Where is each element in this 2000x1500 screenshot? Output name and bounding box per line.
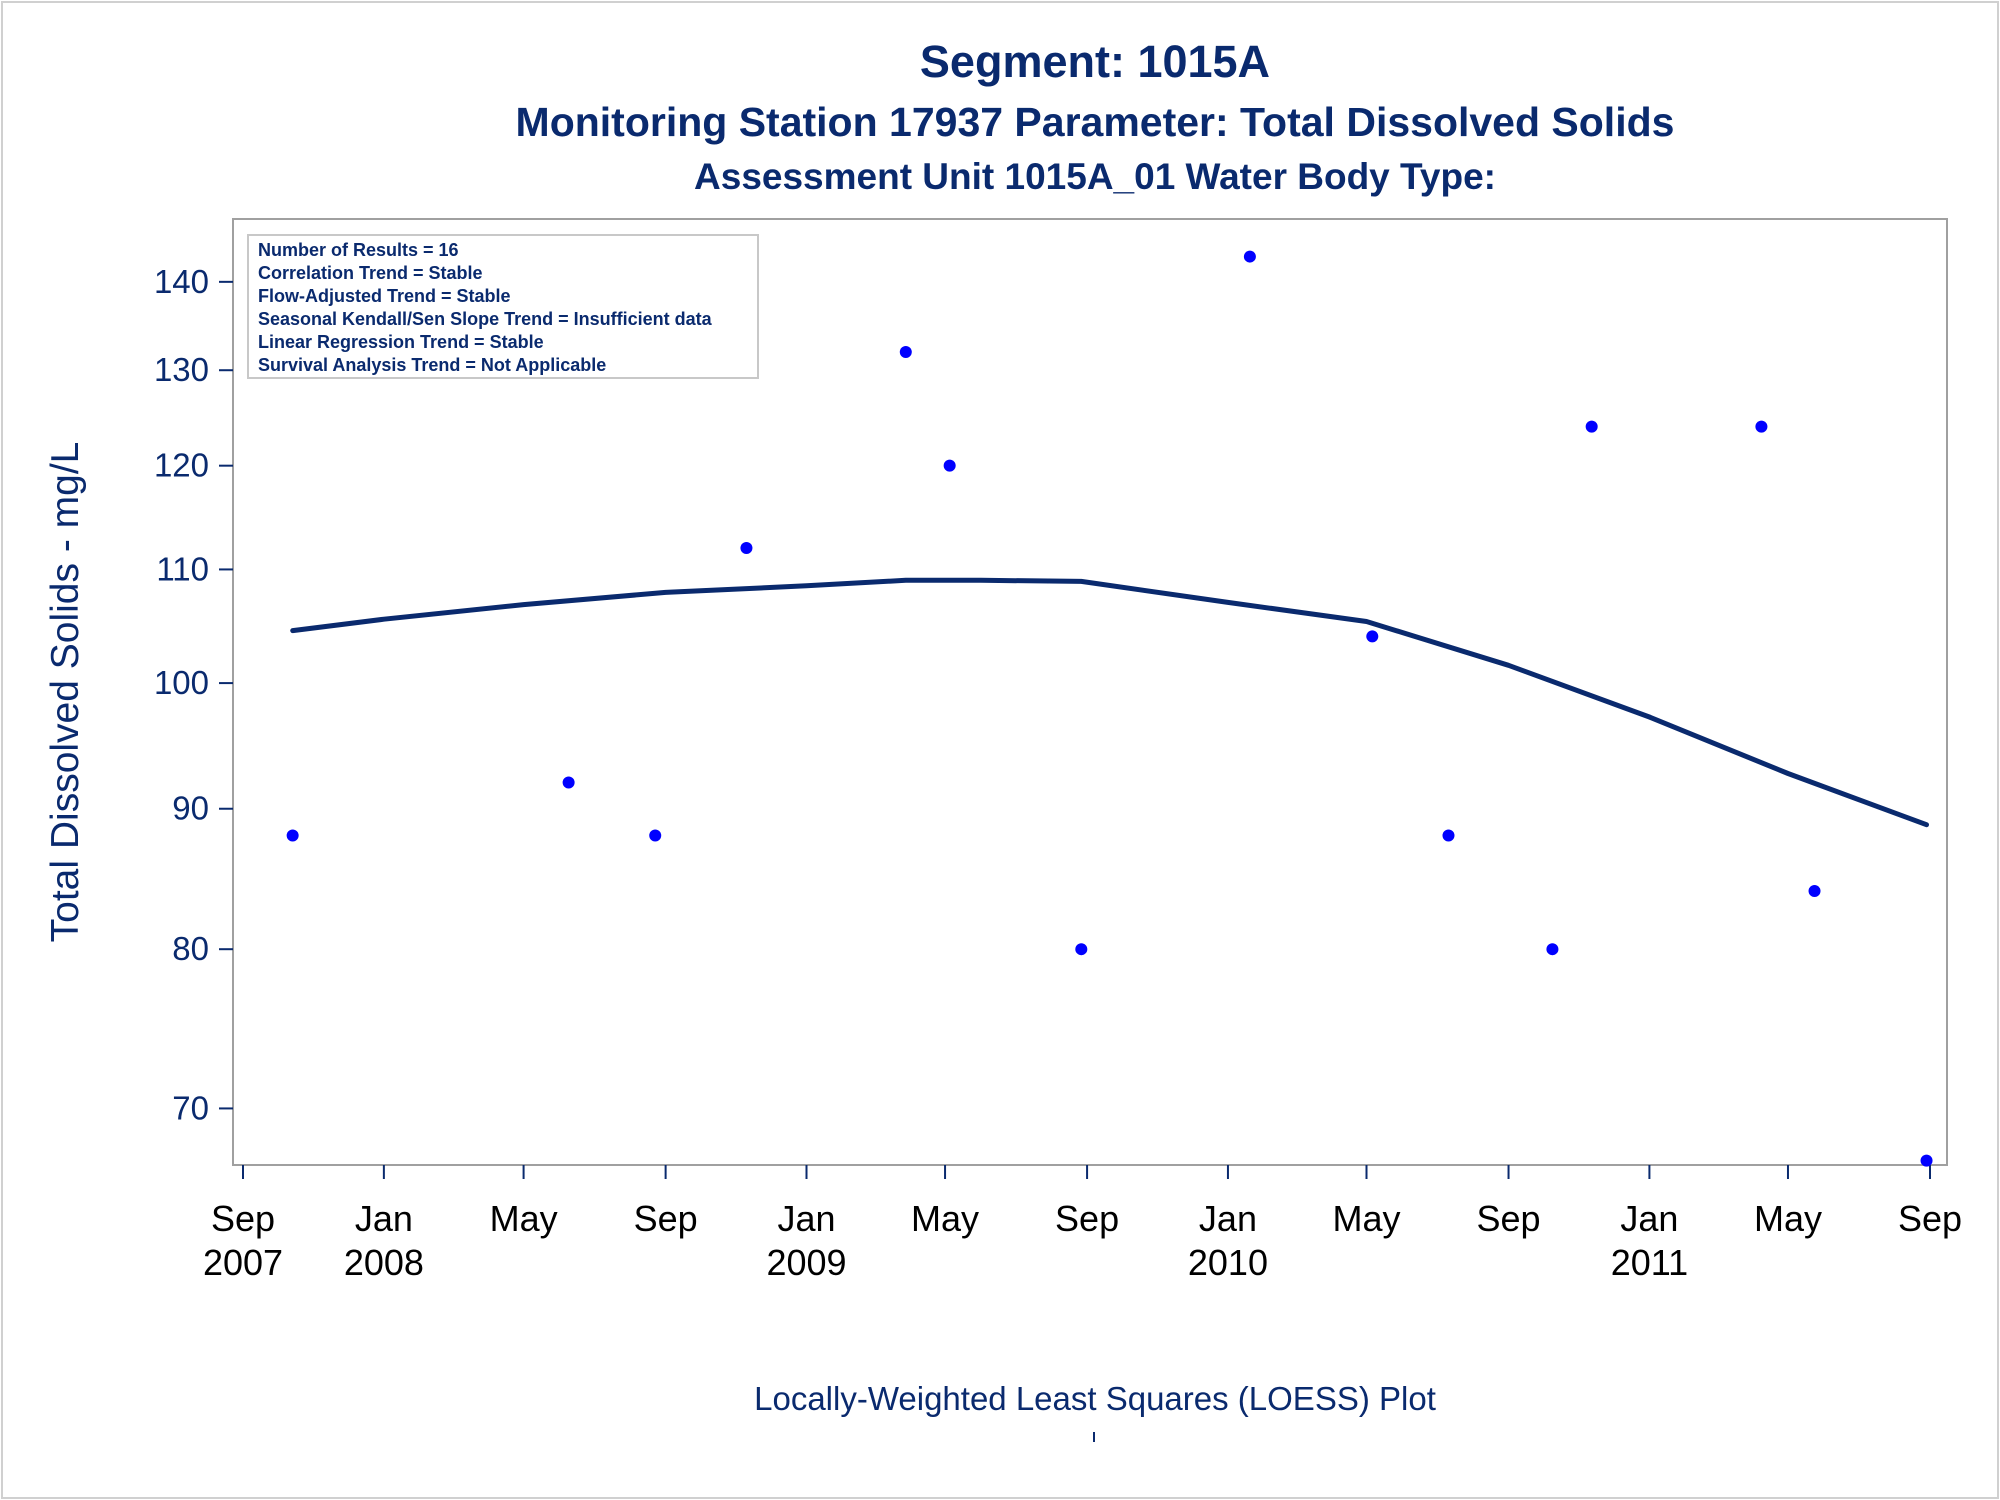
data-point: [1920, 1154, 1933, 1167]
data-point: [562, 776, 575, 789]
y-tick-label: 140: [154, 263, 209, 300]
stats-line: Survival Analysis Trend = Not Applicable: [258, 355, 606, 375]
x-tick-label: May: [911, 1198, 979, 1239]
x-tick-label: Jan: [355, 1198, 413, 1239]
x-tick-label: May: [1333, 1198, 1401, 1239]
data-point: [1366, 630, 1379, 643]
y-tick-label: 110: [156, 550, 209, 587]
y-tick-label: 90: [172, 790, 209, 827]
data-point: [740, 541, 753, 554]
x-tick-label: Sep: [1477, 1198, 1541, 1239]
data-point: [1442, 829, 1455, 842]
x-tick-label: Jan: [1199, 1198, 1257, 1239]
x-tick-label: Sep: [1898, 1198, 1962, 1239]
data-points: [286, 250, 1933, 1167]
data-point: [899, 346, 912, 359]
y-tick-label: 80: [172, 930, 209, 967]
stats-legend-box: Number of Results = 16 Correlation Trend …: [247, 234, 759, 379]
loess-line: [290, 577, 1929, 828]
x-tick-label: Jan: [1620, 1198, 1678, 1239]
data-point: [1755, 420, 1768, 433]
x-tick-label: Jan: [777, 1198, 835, 1239]
x-tick-year-label: 2011: [1611, 1242, 1688, 1283]
y-axis: 70 80 90 100 110 120 130 140: [154, 263, 233, 1126]
y-tick-label: 120: [154, 447, 209, 484]
chart-subtitle: Monitoring Station 17937 Parameter: Tota…: [515, 99, 1675, 145]
y-tick-label: 100: [154, 664, 209, 701]
data-point: [286, 829, 299, 842]
data-point: [1243, 250, 1256, 263]
x-tick-year-label: 2008: [344, 1242, 424, 1283]
data-point: [1808, 885, 1821, 898]
y-tick-label: 130: [154, 351, 209, 388]
chart-title: Segment: 1015A: [919, 36, 1271, 87]
stats-line: Number of Results = 16: [258, 240, 459, 260]
footnote-mark: [1093, 1432, 1095, 1442]
stats-line: Seasonal Kendall/Sen Slope Trend = Insuf…: [258, 309, 713, 329]
stats-line: Linear Regression Trend = Stable: [258, 332, 544, 352]
x-tick-label: Sep: [211, 1198, 275, 1239]
loess-curve: [290, 577, 1929, 828]
stats-line: Correlation Trend = Stable: [258, 263, 483, 283]
data-point: [1585, 420, 1598, 433]
x-tick-label: May: [490, 1198, 558, 1239]
stats-line: Flow-Adjusted Trend = Stable: [258, 286, 511, 306]
stats-box-frame: [247, 234, 759, 379]
x-tick-year-label: 2010: [1188, 1242, 1268, 1283]
chart-subtitle-2: Assessment Unit 1015A_01 Water Body Type…: [694, 156, 1496, 197]
data-point: [649, 829, 662, 842]
data-point: [1075, 943, 1088, 956]
x-tick-year-label: 2007: [203, 1242, 283, 1283]
x-tick-label: Sep: [634, 1198, 698, 1239]
data-point: [943, 459, 956, 472]
x-tick-label: May: [1754, 1198, 1822, 1239]
x-tick-label: Sep: [1055, 1198, 1119, 1239]
data-point: [1546, 943, 1559, 956]
footnote: Locally-Weighted Least Squares (LOESS) P…: [754, 1380, 1436, 1417]
y-tick-label: 70: [172, 1089, 209, 1126]
x-tick-year-label: 2009: [766, 1242, 846, 1283]
y-axis-label: Total Dissolved Solids - mg/L: [44, 442, 87, 943]
